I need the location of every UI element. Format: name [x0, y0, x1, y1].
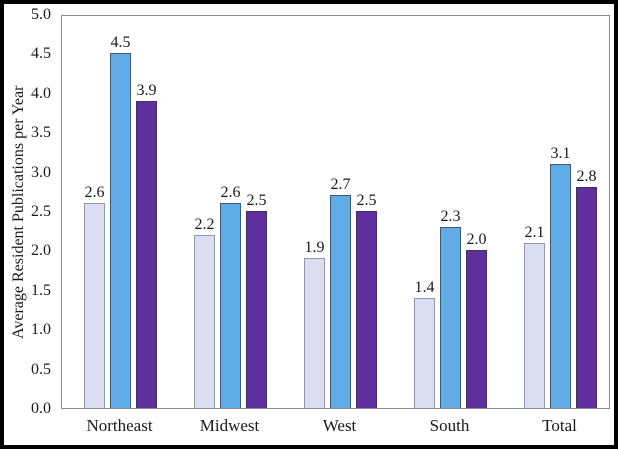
- bar: [84, 203, 105, 408]
- bar-value-label: 2.3: [440, 207, 461, 225]
- x-axis-label: West: [322, 416, 357, 435]
- x-axis-label: South: [429, 416, 470, 435]
- bar: [414, 297, 435, 408]
- y-tick-label: 1.0: [31, 321, 51, 339]
- bar-value-label: 2.6: [220, 184, 241, 202]
- bar-value-label: 2.1: [524, 223, 545, 241]
- bar: [466, 250, 487, 408]
- plot-area: 2.6 4.5 3.9 2.2 2.6 2.5 1.9 2.7 2.5 1.4 2.3 2.0 2.1 3…: [61, 15, 610, 409]
- bar-value-label: 3.9: [136, 81, 157, 99]
- bar-value-label: 1.9: [304, 239, 325, 257]
- bar: [330, 195, 351, 408]
- y-tick-label: 5.0: [31, 6, 51, 23]
- bar: [550, 163, 571, 408]
- bar: [524, 242, 545, 408]
- bar-value-label: 2.8: [576, 168, 597, 186]
- bar-value-label: 2.6: [84, 184, 105, 202]
- y-tick-label: 3.0: [31, 163, 51, 181]
- bar: [194, 234, 215, 408]
- bar: [304, 258, 325, 408]
- bar: [576, 187, 597, 408]
- y-tick-label: 0.0: [31, 400, 51, 417]
- y-tick-label: 2.5: [31, 203, 51, 220]
- bar-value-label: 4.5: [110, 34, 131, 52]
- bar: [110, 53, 131, 408]
- bar: [136, 100, 157, 408]
- bar-value-label: 3.1: [550, 144, 571, 162]
- bar-value-label: 2.2: [194, 215, 215, 233]
- y-tick-label: 1.5: [31, 281, 51, 299]
- bar: [440, 226, 461, 408]
- x-axis-label: Northeast: [86, 416, 153, 435]
- bar-value-label: 2.5: [246, 192, 267, 209]
- y-tick-label: 4.0: [31, 84, 51, 102]
- bar-value-label: 2.7: [330, 176, 351, 194]
- bar: [356, 211, 377, 408]
- x-axis-label: Total: [542, 416, 577, 435]
- bar: [246, 211, 267, 408]
- bar: [220, 203, 241, 408]
- y-tick-label: 3.5: [31, 124, 51, 142]
- bar-value-label: 1.4: [414, 278, 435, 296]
- bar-value-label: 2.0: [466, 231, 487, 249]
- y-tick-label: 4.5: [31, 45, 51, 63]
- x-axis-label: Midwest: [199, 416, 260, 435]
- bar-value-label: 2.5: [356, 192, 377, 209]
- y-tick-label: 0.5: [31, 360, 51, 378]
- y-tick-label: 2.0: [31, 242, 51, 260]
